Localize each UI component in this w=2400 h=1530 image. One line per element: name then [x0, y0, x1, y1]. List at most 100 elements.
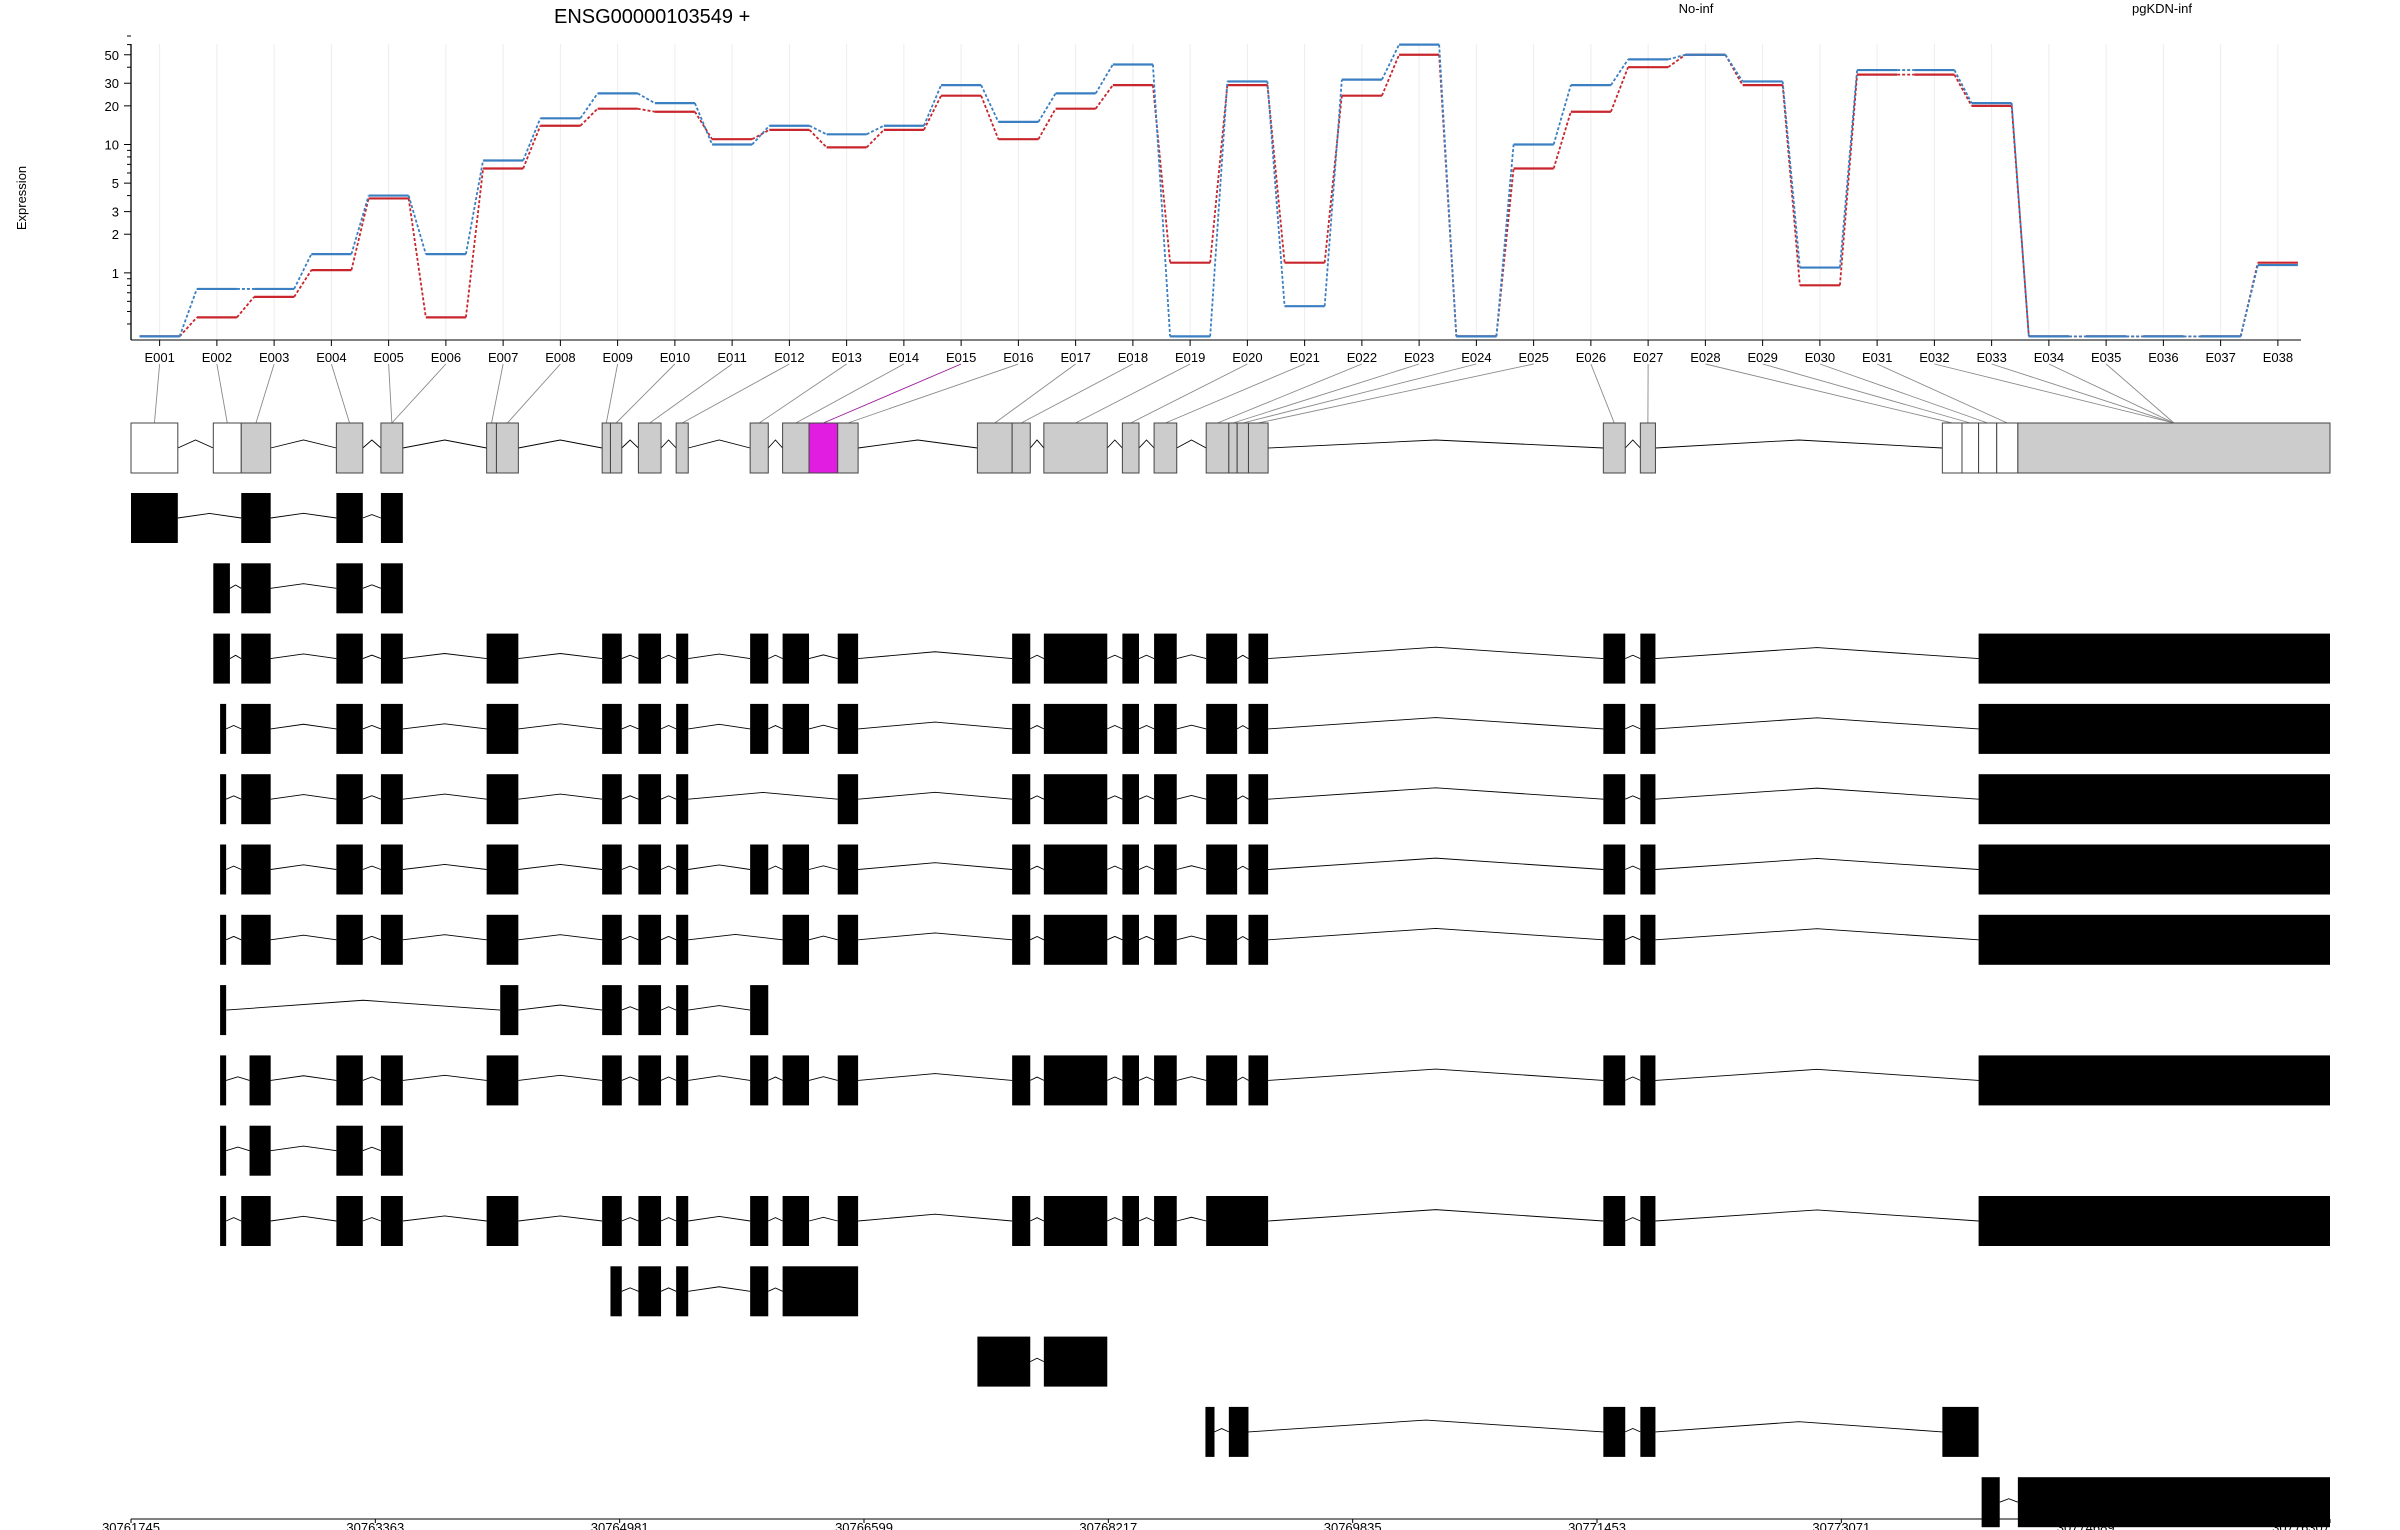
transcript-exon — [336, 633, 363, 684]
series-connector — [2010, 103, 2030, 337]
transcript-intron — [808, 935, 838, 941]
transcript-intron — [225, 1217, 242, 1222]
exon-bin-E011 — [675, 422, 689, 474]
series-lines — [139, 43, 2298, 338]
transcript-intron — [1655, 1068, 1979, 1081]
coord-tick-label: 30766599 — [835, 1520, 893, 1530]
series-connector — [637, 107, 655, 113]
bin-link-line — [1217, 363, 1363, 424]
bin-link-line — [681, 363, 790, 424]
exon-bin-E013 — [782, 422, 810, 474]
transcript-intron — [362, 654, 382, 660]
exon-bin-E018 — [1043, 422, 1108, 474]
transcript-exon — [782, 1196, 810, 1246]
coord-tick-label: 30771453 — [1568, 1520, 1626, 1530]
transcript-exon — [213, 563, 230, 614]
exon-bin-E009 — [609, 422, 623, 474]
transcript-exon — [676, 914, 689, 965]
transcript-exon — [750, 1055, 769, 1106]
coord-tick-label: 30773071 — [1812, 1520, 1870, 1530]
x-tick-label: E027 — [1633, 350, 1663, 365]
series-connector — [808, 129, 828, 148]
transcript-intron — [858, 721, 1013, 730]
transcript-exon — [336, 844, 363, 895]
bin-link-line — [1819, 363, 1988, 424]
coord-tick-label: 30763363 — [346, 1520, 404, 1530]
transcript-intron — [1236, 654, 1249, 659]
transcript-row — [977, 1336, 1108, 1387]
series-connector — [694, 111, 713, 140]
x-tick-label: E016 — [1003, 350, 1033, 365]
transcript-exon — [220, 844, 227, 895]
bin-intron-line — [1176, 439, 1207, 449]
transcript-intron — [1236, 795, 1249, 800]
transcript-intron — [1625, 1217, 1641, 1222]
exon-bin-E005 — [380, 422, 404, 474]
transcript-intron — [518, 723, 603, 730]
exon-bin-model — [130, 422, 2331, 474]
transcript-intron — [362, 865, 382, 870]
transcript-intron — [808, 724, 838, 730]
transcript-intron — [1248, 1419, 1604, 1433]
transcript-exon — [638, 914, 662, 965]
transcript-exon — [638, 1055, 662, 1106]
series-connector — [1781, 81, 1801, 268]
transcript-row — [220, 985, 769, 1036]
transcript-exon — [1043, 1055, 1108, 1106]
transcript-intron — [1107, 1217, 1123, 1222]
x-tick-label: E024 — [1461, 350, 1491, 365]
transcript-exon — [1640, 914, 1656, 965]
transcript-exon — [750, 985, 769, 1036]
transcript-exon — [1012, 703, 1031, 754]
transcript-intron — [1107, 1076, 1123, 1081]
series-connector — [1839, 74, 1858, 286]
transcript-exon — [1043, 633, 1108, 684]
x-tick-label: E026 — [1576, 350, 1606, 365]
x-tick-label: E017 — [1060, 350, 1090, 365]
exon-bin-E001 — [130, 422, 179, 474]
transcript-intron — [808, 654, 838, 660]
x-tick-label: E034 — [2034, 350, 2064, 365]
transcript-exon — [1248, 774, 1269, 825]
bin-intron-line — [1268, 439, 1604, 449]
transcript-exon — [1206, 703, 1238, 754]
transcript-intron — [270, 723, 337, 730]
series-connector — [1667, 54, 1686, 68]
bin-intron-line — [1655, 439, 1943, 449]
bin-intron-line — [270, 439, 337, 449]
transcript-intron — [1655, 857, 1979, 870]
y-tick-label: 50 — [105, 48, 119, 63]
transcript-intron — [621, 724, 639, 730]
exon-bin-E016 — [976, 422, 1013, 474]
x-tick-label: E012 — [774, 350, 804, 365]
x-tick-label: E030 — [1805, 350, 1835, 365]
transcript-row — [220, 703, 2330, 754]
transcript-intron — [270, 934, 337, 941]
exon-bin-E030 — [1996, 422, 2019, 474]
transcript-exon — [1603, 774, 1626, 825]
exon-bin-E008 — [601, 422, 611, 474]
transcript-intron — [1655, 717, 1979, 730]
transcript-exon — [1603, 1055, 1626, 1106]
transcript-exon — [1603, 914, 1626, 965]
series-connector — [980, 84, 1000, 123]
transcript-exon — [213, 633, 230, 684]
transcript-exon — [380, 844, 403, 895]
series-connector — [809, 124, 827, 136]
bin-link-line — [649, 363, 733, 424]
x-tick-label: E032 — [1919, 350, 1949, 365]
transcript-exon — [249, 1055, 271, 1106]
transcript-exon — [380, 493, 403, 543]
transcript-intron — [1030, 1357, 1045, 1363]
bin-link-line — [1242, 363, 1477, 424]
transcript-exon — [782, 844, 810, 895]
transcript-exon — [750, 703, 769, 754]
transcript-intron — [1268, 1209, 1604, 1222]
transcript-exon — [1603, 1196, 1626, 1246]
series-connector — [522, 125, 542, 169]
bin-link-line — [1762, 363, 1971, 424]
x-tick-label: E025 — [1518, 350, 1548, 365]
legend-item-pgkdn-inf: pgKDN-inf — [2132, 1, 2192, 16]
transcript-exon — [1122, 914, 1139, 965]
transcript-exon — [638, 1266, 662, 1317]
